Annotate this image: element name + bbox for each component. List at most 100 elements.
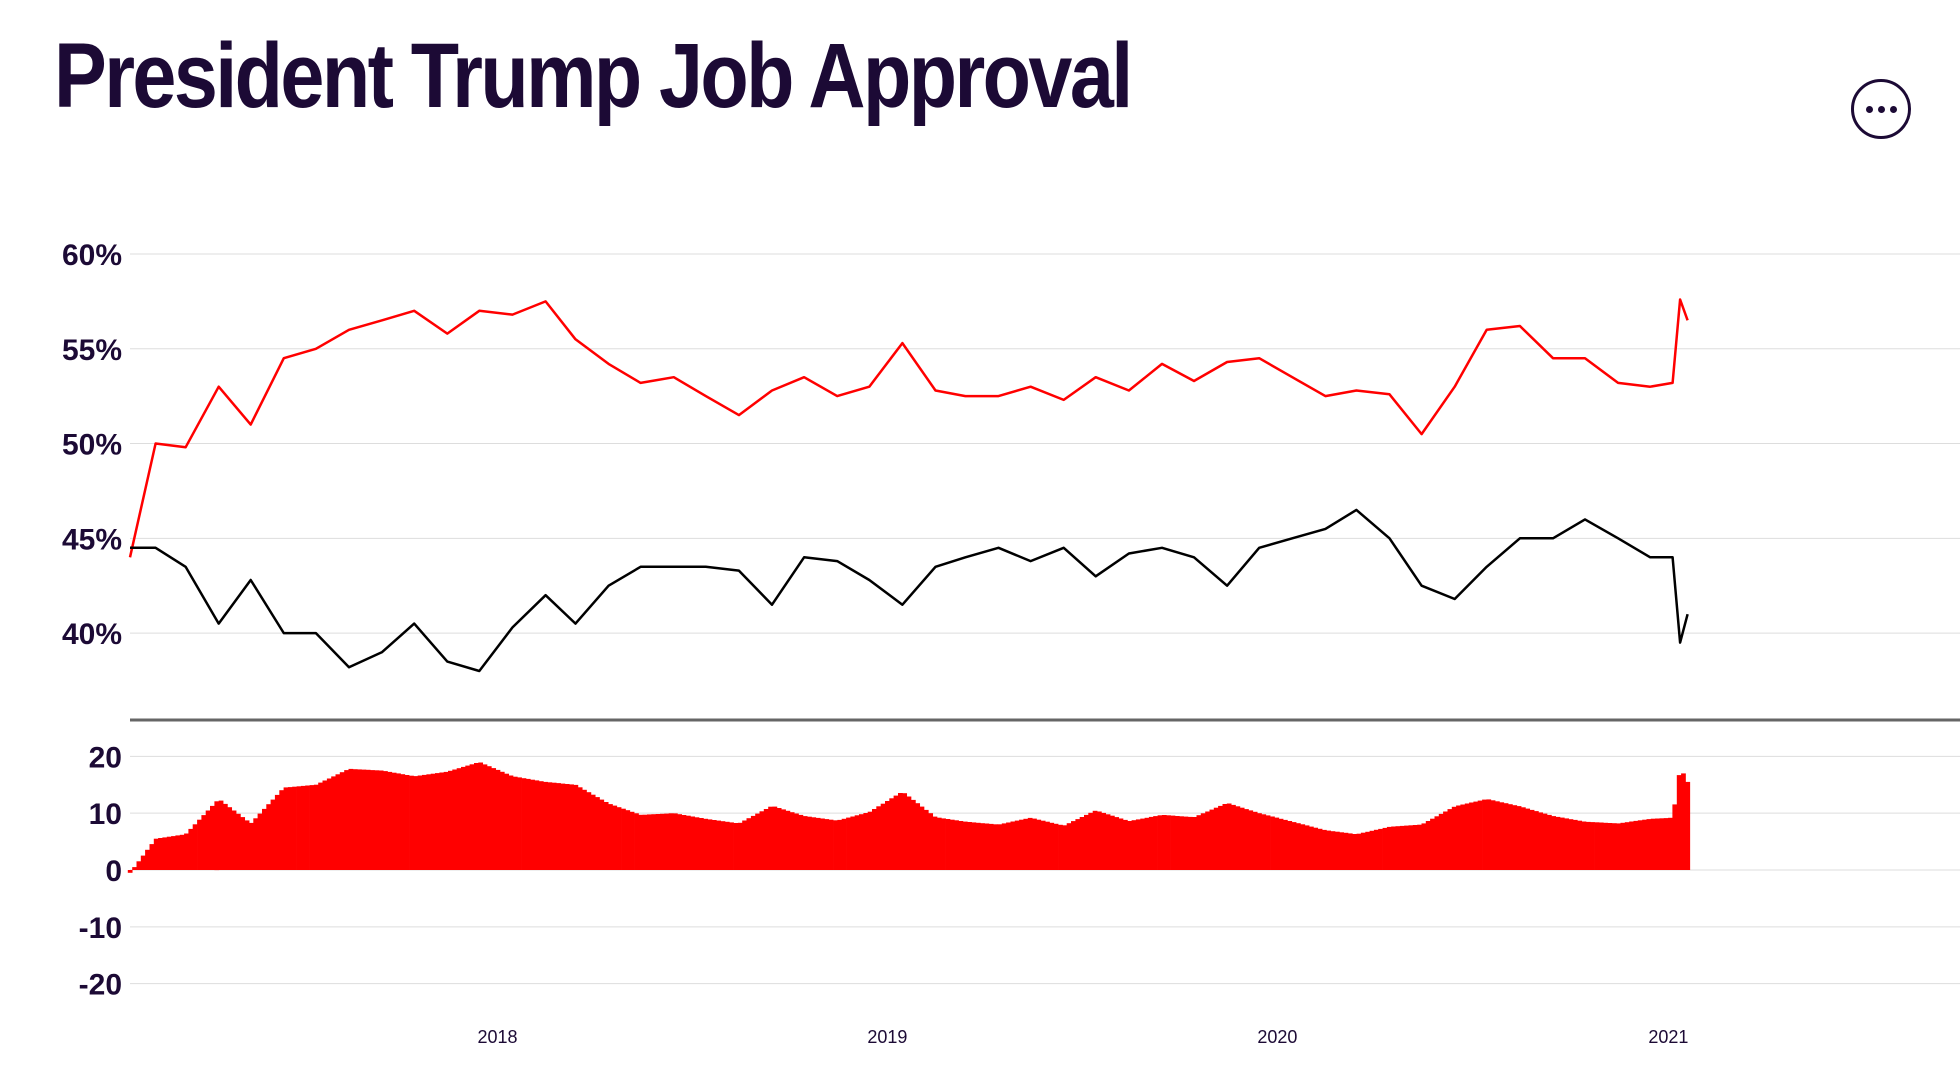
spread-bar — [1534, 811, 1539, 870]
spread-bar — [253, 818, 259, 870]
spread-bar — [1118, 818, 1124, 870]
spread-bar — [396, 773, 401, 870]
spread-bar — [880, 803, 886, 870]
spread-bar — [681, 815, 687, 870]
spread-bar — [1538, 812, 1544, 870]
spread-bar — [1092, 810, 1098, 870]
spread-bar — [374, 770, 380, 870]
spread-bar — [218, 800, 224, 870]
spread-bar — [283, 787, 289, 870]
spread-bar — [158, 838, 163, 870]
spread-bar — [210, 805, 215, 870]
spread-bar — [647, 814, 652, 870]
spread-bar — [746, 818, 752, 870]
spread-bar — [1594, 822, 1600, 870]
spread-bar — [655, 814, 661, 870]
spread-bar — [370, 770, 375, 870]
spread-bar — [1144, 817, 1150, 870]
spread-bar — [1438, 813, 1444, 870]
spread-bar — [1114, 817, 1120, 870]
spread-bar — [1084, 814, 1089, 870]
spread-bar — [1676, 775, 1682, 870]
spread-bar — [789, 812, 795, 870]
spread-bar — [785, 810, 791, 870]
spread-bar — [590, 794, 596, 870]
spread-bar — [400, 774, 406, 870]
spread-bar — [184, 833, 189, 870]
spread-bar — [1365, 831, 1371, 870]
spread-bar — [763, 809, 769, 870]
spread-bar — [750, 815, 756, 870]
spread-bar — [711, 820, 717, 870]
spread-bar — [1434, 816, 1440, 870]
spread-bar — [1529, 809, 1535, 870]
spread-bar — [430, 773, 436, 870]
spread-bar — [1101, 812, 1107, 870]
spread-bar — [1123, 819, 1128, 870]
spread-bar — [737, 822, 743, 870]
spread-bar — [1451, 806, 1457, 870]
spread-bar — [461, 766, 466, 870]
spread-bar — [1270, 816, 1275, 870]
spread-bar — [262, 808, 267, 870]
spread-bar — [1473, 801, 1479, 870]
y-tick-label: 45% — [62, 523, 122, 556]
spread-bar — [171, 836, 176, 870]
x-axis: 2018 2019 2020 2021 — [477, 1027, 1688, 1047]
spread-bar — [664, 813, 670, 870]
spread-bar — [915, 803, 921, 870]
spread-bar — [1559, 817, 1565, 870]
spread-bar — [1495, 801, 1500, 870]
spread-bar — [491, 768, 497, 870]
spread-bar — [1088, 812, 1094, 870]
spread-bar — [361, 769, 367, 870]
spread-bar — [569, 784, 574, 870]
spread-bar — [1430, 818, 1435, 870]
spread-bar — [1568, 819, 1574, 870]
spread-bar — [781, 809, 786, 870]
spread-bar — [1001, 823, 1007, 870]
spread-bar — [923, 809, 929, 870]
spread-bar — [984, 823, 990, 870]
spread-bar — [127, 870, 133, 873]
spread-bar — [1343, 832, 1349, 870]
more-options-button[interactable] — [1851, 79, 1911, 139]
spread-bar — [422, 774, 427, 870]
spread-bar — [1547, 814, 1552, 870]
spread-bar — [902, 793, 908, 870]
spread-bar — [724, 821, 730, 870]
spread-bar — [586, 792, 592, 870]
spread-bar — [1218, 805, 1223, 870]
spread-bar — [599, 799, 605, 870]
spread-bar — [1603, 822, 1608, 870]
spread-bar — [296, 786, 302, 870]
spread-bar — [305, 785, 310, 870]
spread-bar — [945, 819, 951, 870]
spread-bar — [1261, 814, 1267, 870]
spread-bar — [1006, 822, 1011, 870]
spread-bar — [1283, 819, 1288, 870]
page-title: President Trump Job Approval — [54, 25, 1133, 127]
spread-bar — [1386, 826, 1392, 870]
spread-bar — [1421, 823, 1427, 870]
spread-bar — [512, 776, 518, 870]
spread-bar — [326, 778, 332, 870]
spread-bar — [885, 801, 890, 870]
spread-bar — [508, 775, 514, 870]
spread-bar — [504, 773, 510, 870]
spread-bar — [733, 823, 739, 870]
spread-bar — [530, 779, 535, 870]
spread-bar — [1663, 818, 1669, 870]
spread-bar — [1620, 822, 1626, 870]
spread-bar — [694, 817, 700, 870]
approval-lines — [128, 298, 1689, 673]
spread-bar — [1179, 816, 1184, 870]
spread-bar — [1330, 831, 1336, 870]
spread-bar — [478, 762, 484, 870]
spread-bar — [292, 786, 297, 870]
x-tick-label: 2021 — [1648, 1027, 1688, 1047]
series-line-approve — [130, 508, 1689, 673]
spread-bar — [482, 764, 488, 870]
spread-bar — [1213, 807, 1219, 870]
